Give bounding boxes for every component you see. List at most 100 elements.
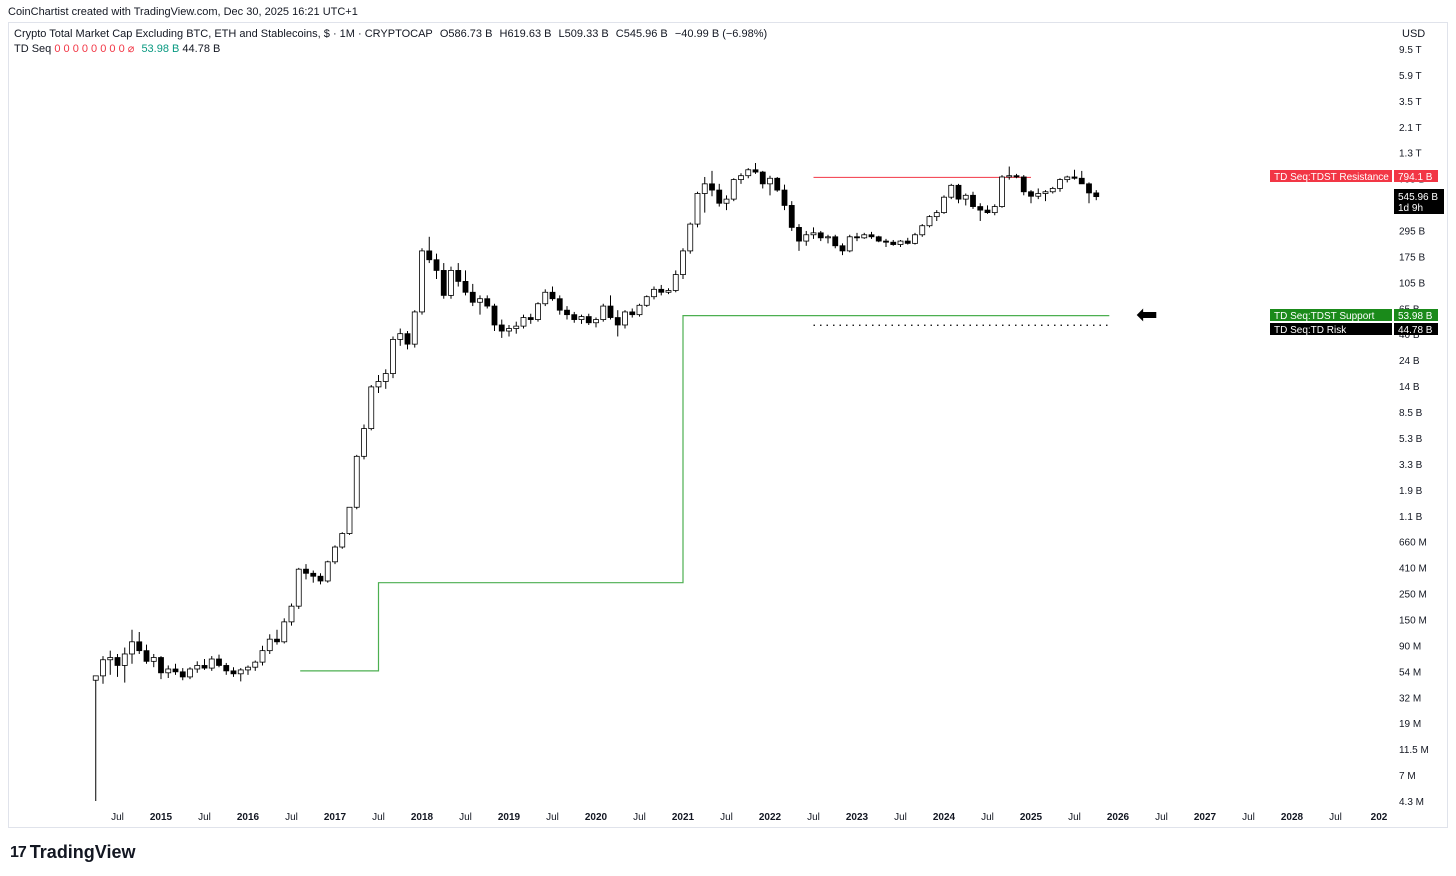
candle-body <box>179 671 186 678</box>
current-price-countdown: 1d 9h <box>1398 203 1423 214</box>
candle-body <box>614 317 621 326</box>
candle-body <box>332 546 338 563</box>
candle-body <box>854 236 860 239</box>
candle-body <box>245 666 251 671</box>
candle-body <box>1006 175 1013 178</box>
candle-body <box>694 193 701 225</box>
x-tick-label: 2025 <box>1020 812 1043 823</box>
x-tick-label: 2021 <box>672 812 695 823</box>
candle-body <box>919 225 926 236</box>
candle-body <box>999 176 1005 207</box>
candle-body <box>955 184 962 200</box>
candle-body <box>136 641 143 652</box>
candle-body <box>201 665 208 669</box>
candle-body <box>991 206 998 214</box>
currency-label[interactable]: USD <box>1402 28 1426 40</box>
y-tick-label: 250 M <box>1399 590 1427 601</box>
symbol-title[interactable]: Crypto Total Market Cap Excluding BTC, E… <box>14 28 433 40</box>
candle-body <box>129 641 135 655</box>
candle-body <box>941 196 947 214</box>
x-tick-label: 2020 <box>585 812 608 823</box>
current-price-value: 545.96 B <box>1398 192 1438 203</box>
candle-body <box>948 184 955 198</box>
candle-body <box>368 386 375 430</box>
y-tick-label: 5.3 B <box>1399 434 1423 445</box>
candle-body <box>158 657 164 674</box>
candle-body <box>346 506 353 534</box>
candle-body <box>353 455 360 508</box>
candle-body <box>883 240 889 243</box>
candle-body <box>600 305 607 320</box>
candle-body <box>730 179 737 200</box>
y-tick-label: 660 M <box>1399 538 1427 549</box>
x-tick-label: 202 <box>1371 812 1388 823</box>
candle-body <box>658 288 665 293</box>
y-tick-label: 8.5 B <box>1399 408 1423 419</box>
candle-body <box>817 232 824 239</box>
candle-body <box>520 317 527 327</box>
indicator-name[interactable]: TD Seq <box>14 43 52 55</box>
x-tick-label: Jul <box>1155 812 1168 823</box>
x-tick-label: Jul <box>807 812 820 823</box>
candle-body <box>622 311 628 326</box>
x-tick-label: 2016 <box>237 812 260 823</box>
y-tick-label: 19 M <box>1399 719 1421 730</box>
candle-body <box>890 241 897 245</box>
candle-body <box>803 234 810 242</box>
candle-body <box>977 206 984 211</box>
y-tick-label: 4.3 M <box>1399 797 1424 808</box>
y-tick-label: 1.3 T <box>1399 149 1422 160</box>
y-tick-label: 105 B <box>1399 278 1425 289</box>
support-label-name-bg <box>1270 309 1392 321</box>
candle-body <box>266 638 273 652</box>
x-tick-label: 2019 <box>498 812 521 823</box>
chart-credit: CoinChartist created with TradingView.co… <box>8 6 358 18</box>
candle-body <box>593 319 599 324</box>
risk-label-name: TD Seq:TD Risk <box>1274 325 1347 336</box>
y-tick-label: 32 M <box>1399 693 1421 704</box>
candle-body <box>469 291 476 303</box>
ohlc-high: H619.63 B <box>499 28 552 40</box>
chart-frame <box>8 22 1448 828</box>
resistance-label-name: TD Seq:TDST Resistance <box>1274 172 1389 183</box>
candle-body <box>477 298 483 303</box>
candle-body <box>223 665 230 672</box>
candle-body <box>861 234 868 239</box>
candle-body <box>295 568 302 607</box>
candle-body <box>825 236 831 239</box>
candle-body <box>281 621 288 643</box>
candle-body <box>542 291 549 305</box>
y-tick-label: 40 B <box>1399 330 1420 341</box>
risk-label-value-bg <box>1394 323 1438 335</box>
tradingview-mark-icon: 17 <box>10 843 27 861</box>
candle-body <box>237 669 244 675</box>
x-tick-label: 2015 <box>150 812 173 823</box>
candle-body <box>788 205 795 228</box>
candle-body <box>143 650 150 662</box>
candle-body <box>687 223 694 252</box>
tradingview-logo-text: TradingView <box>29 842 136 862</box>
candle-body <box>556 298 563 311</box>
candle-body <box>426 250 433 261</box>
y-tick-label: 410 M <box>1399 564 1427 575</box>
candle-body <box>701 183 708 194</box>
risk-label-name-bg <box>1270 323 1392 335</box>
symbol-legend: Crypto Total Market Cap Excluding BTC, E… <box>14 28 771 40</box>
candle-body <box>172 668 179 673</box>
candle-body <box>433 259 440 271</box>
x-tick-label: 2018 <box>411 812 434 823</box>
candle-body <box>455 270 462 282</box>
candle-body <box>962 194 969 200</box>
y-tick-label: 14 B <box>1399 382 1420 393</box>
candle-body <box>984 209 991 214</box>
resistance-label-value: 794.1 B <box>1398 172 1433 183</box>
candle-body <box>868 234 875 238</box>
candle-body <box>194 665 201 670</box>
ohlc-low: L509.33 B <box>558 28 609 40</box>
candle-body <box>745 169 752 177</box>
x-tick-label: 2022 <box>759 812 782 823</box>
x-tick-label: Jul <box>1242 812 1255 823</box>
candle-body <box>846 236 853 252</box>
y-tick-label: 24 B <box>1399 356 1420 367</box>
